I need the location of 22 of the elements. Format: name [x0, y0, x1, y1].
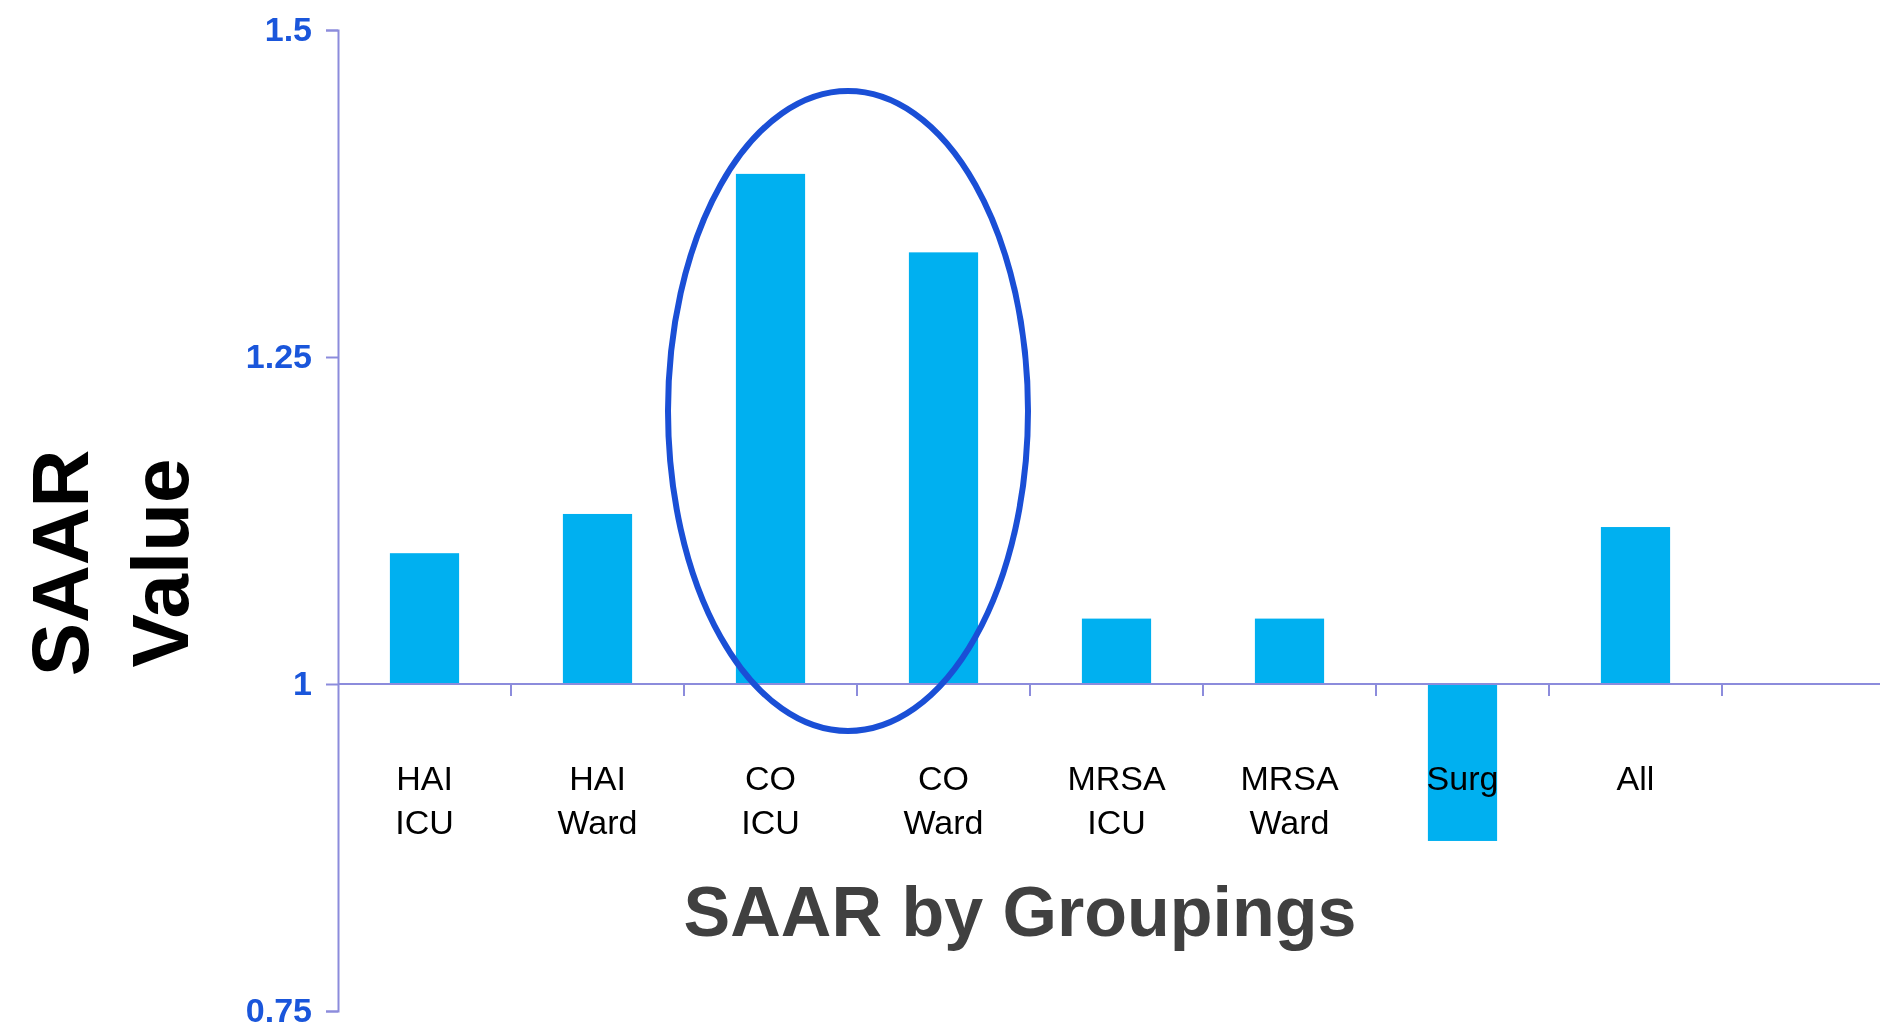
- y-tick-label: 1.25: [245, 337, 312, 376]
- x-tick-label: Surg: [1426, 759, 1499, 797]
- bar: [908, 252, 979, 684]
- x-axis-title: SAAR by Groupings: [683, 873, 1357, 951]
- x-tick-label: CO ICU: [741, 759, 800, 841]
- y-tick-label: 0.75: [245, 991, 312, 1030]
- bar: [1254, 618, 1325, 684]
- bar: [389, 553, 460, 684]
- bar: [1600, 527, 1671, 684]
- x-tick-label: MRSA ICU: [1067, 759, 1166, 841]
- x-tick-label: MRSA Ward: [1240, 759, 1339, 841]
- bar: [1081, 618, 1152, 684]
- x-tick-label: CO Ward: [903, 759, 984, 841]
- bar: [735, 173, 806, 684]
- x-tick-label: HAI ICU: [395, 759, 454, 841]
- y-tick-label: 1: [293, 664, 312, 703]
- bar: [1427, 684, 1498, 841]
- x-tick-label: All: [1616, 759, 1655, 797]
- y-axis-title: SAAR Value: [16, 449, 205, 677]
- y-tick-label: 1.5: [264, 10, 312, 49]
- bar: [562, 513, 633, 684]
- x-tick-label: HAI Ward: [557, 759, 638, 841]
